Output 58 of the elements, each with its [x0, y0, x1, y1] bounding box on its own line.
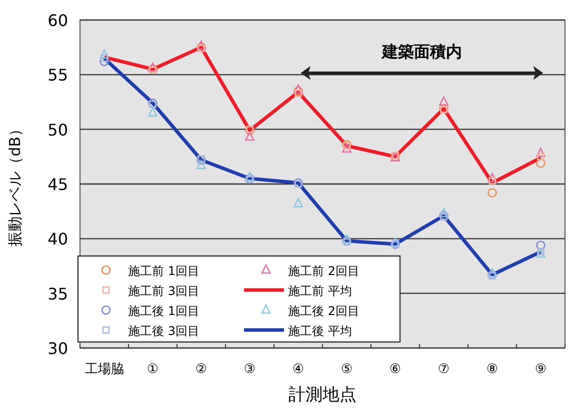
y-tick-label: 55 — [48, 66, 68, 85]
point — [488, 177, 496, 184]
legend-label: 施工前 3回目 — [128, 284, 200, 298]
point — [536, 240, 546, 250]
legend-label: 施工後 2回目 — [288, 304, 360, 318]
x-tick-label: ① — [146, 362, 159, 377]
point — [343, 142, 350, 150]
point — [294, 90, 302, 97]
point — [294, 86, 303, 96]
x-tick-label: ⑥ — [389, 362, 402, 377]
point — [196, 160, 206, 170]
legend-label: 施工後 3回目 — [128, 324, 200, 338]
y-tick-label: 60 — [48, 11, 68, 30]
annotation: 建築面積内 — [380, 42, 462, 61]
point — [100, 49, 109, 59]
x-tick-label: ⑧ — [486, 362, 498, 377]
x-tick-label: ④ — [292, 362, 304, 377]
point — [536, 158, 546, 168]
point — [536, 148, 546, 158]
y-tick-label: 35 — [48, 284, 68, 304]
point — [537, 248, 544, 256]
y-tick-label: 45 — [48, 175, 68, 194]
point — [294, 198, 303, 208]
point — [245, 131, 254, 141]
point — [148, 62, 158, 72]
point — [148, 107, 158, 117]
legend-label: 施工後 1回目 — [128, 304, 200, 318]
legend-label: 施工前 1回目 — [128, 264, 200, 278]
point — [537, 153, 544, 160]
point — [488, 188, 497, 198]
legend-label: 施工前 平均 — [288, 284, 352, 298]
x-tick-label: ② — [195, 362, 208, 377]
point — [439, 96, 448, 106]
x-tick-label: ⑤ — [340, 362, 353, 377]
x-tick-label: ⑨ — [534, 362, 547, 377]
point — [440, 106, 448, 114]
y-tick-label: 30 — [48, 339, 68, 358]
y-tick-label: 40 — [48, 230, 68, 249]
point — [488, 172, 497, 182]
legend-label: 施工前 2回目 — [288, 264, 360, 278]
point — [342, 143, 352, 153]
legend-label: 施工後 平均 — [288, 324, 352, 338]
point — [100, 56, 109, 66]
y-axis-title: 振動レベル（dB） — [6, 122, 24, 246]
x-tick-label: 工場脇 — [84, 362, 124, 377]
point — [439, 208, 448, 218]
point — [149, 100, 156, 108]
point — [100, 54, 108, 62]
point — [148, 98, 158, 108]
point — [196, 155, 206, 165]
x-tick-label: ③ — [244, 362, 256, 377]
x-axis-title: 計測地点 — [288, 385, 356, 405]
point — [439, 104, 448, 114]
point — [245, 126, 254, 136]
y-tick-label: 50 — [48, 120, 68, 140]
point — [246, 126, 254, 133]
x-tick-label: ⑦ — [438, 362, 450, 377]
point — [536, 248, 546, 258]
